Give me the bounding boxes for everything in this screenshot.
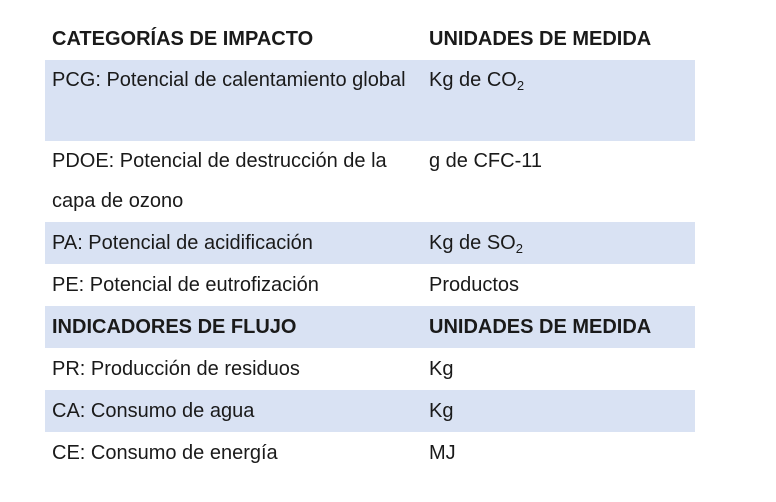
unit-base: g de CFC-11 bbox=[429, 150, 543, 172]
row-unit: Kg de CO2 bbox=[429, 60, 695, 102]
unit-base: Productos bbox=[429, 274, 520, 296]
unit-subscript: 2 bbox=[515, 241, 523, 256]
row-label: PCG: Potencial de calentamiento global bbox=[52, 69, 406, 91]
row-unit: Productos bbox=[429, 264, 695, 305]
table-row-pr: PR: Producción de residuos Kg bbox=[45, 348, 695, 390]
table-row-pcg: PCG: Potencial de calentamiento global K… bbox=[45, 60, 695, 141]
header-unidades-medida: UNIDADES DE MEDIDA bbox=[429, 28, 652, 50]
table-header-flujo: INDICADORES DE FLUJO UNIDADES DE MEDIDA bbox=[45, 306, 695, 348]
row-label: PR: Producción de residuos bbox=[52, 358, 300, 380]
table-row-pdoe: PDOE: Potencial de destrucción de la cap… bbox=[45, 141, 695, 222]
table-row-pa: PA: Potencial de acidificación Kg de SO2 bbox=[45, 222, 695, 264]
impact-units-table: CATEGORÍAS DE IMPACTO UNIDADES DE MEDIDA… bbox=[45, 18, 695, 474]
unit-base: Kg de SO bbox=[429, 232, 516, 254]
row-label: PA: Potencial de acidificación bbox=[52, 232, 313, 254]
unit-subscript: 2 bbox=[516, 78, 525, 93]
row-unit: Kg bbox=[429, 400, 454, 422]
row-label: CE: Consumo de energía bbox=[52, 442, 278, 464]
row-unit: MJ bbox=[429, 442, 456, 464]
row-label: CA: Consumo de agua bbox=[52, 400, 255, 422]
row-unit: Kg bbox=[429, 358, 454, 380]
table-row-ce: CE: Consumo de energía MJ bbox=[45, 432, 695, 474]
row-unit: Kg de SO2 bbox=[429, 222, 695, 265]
header-categorias-impacto: CATEGORÍAS DE IMPACTO bbox=[52, 28, 314, 50]
row-label: PDOE: Potencial de destrucción de la cap… bbox=[52, 150, 387, 212]
row-label: PE: Potencial de eutrofización bbox=[52, 274, 319, 296]
row-unit: g de CFC-11 bbox=[429, 141, 695, 181]
unit-base: Kg de CO bbox=[429, 69, 517, 91]
table-row-ca: CA: Consumo de agua Kg bbox=[45, 390, 695, 432]
header-indicadores-flujo: INDICADORES DE FLUJO bbox=[52, 316, 297, 338]
table-row-pe: PE: Potencial de eutrofización Productos bbox=[45, 264, 695, 306]
table-header-impact: CATEGORÍAS DE IMPACTO UNIDADES DE MEDIDA bbox=[45, 18, 695, 60]
header-unidades-medida: UNIDADES DE MEDIDA bbox=[429, 316, 652, 338]
